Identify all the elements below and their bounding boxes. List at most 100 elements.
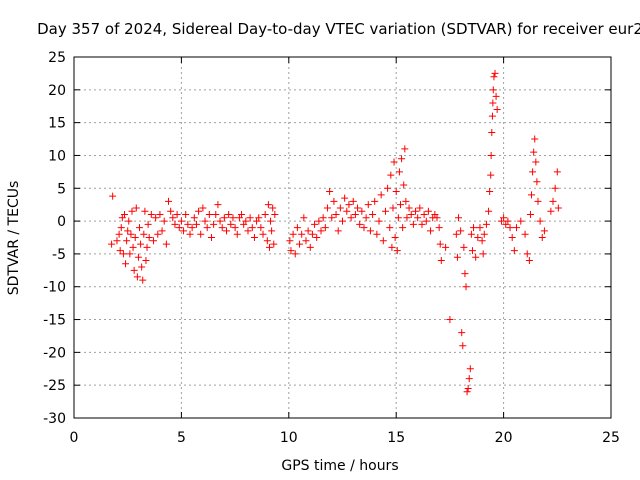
data-point (133, 273, 141, 281)
data-point (463, 388, 471, 396)
data-point (488, 112, 496, 120)
data-point (167, 207, 175, 215)
data-point (500, 214, 508, 222)
data-point (341, 194, 349, 202)
data-point (129, 243, 137, 251)
data-point (390, 158, 398, 166)
data-point (534, 197, 542, 205)
data-point (120, 211, 128, 219)
data-point (304, 227, 312, 235)
data-point (134, 253, 142, 261)
data-point (218, 224, 226, 232)
data-point (257, 224, 265, 232)
data-point (214, 201, 222, 209)
data-point (446, 316, 454, 324)
data-point (461, 270, 469, 278)
data-point (265, 243, 273, 251)
data-point (131, 234, 139, 241)
data-point (464, 384, 472, 392)
y-tick-label: -15 (43, 313, 66, 329)
data-point (127, 230, 135, 238)
data-point (317, 227, 325, 235)
data-point (268, 227, 276, 235)
data-point (328, 214, 336, 222)
x-tick-label: 0 (70, 430, 79, 446)
data-point (115, 230, 123, 238)
data-point (332, 211, 340, 219)
data-point (454, 214, 462, 222)
data-point (422, 217, 430, 225)
data-point (465, 375, 473, 383)
data-point (512, 224, 520, 232)
data-point (144, 220, 152, 228)
data-point (165, 197, 173, 205)
data-point (457, 227, 465, 235)
data-point (476, 224, 484, 232)
data-point (452, 230, 460, 238)
x-tick-label: 20 (495, 430, 513, 446)
data-point (405, 204, 413, 212)
data-point (480, 230, 488, 238)
data-point (223, 227, 231, 235)
data-point (427, 227, 435, 235)
plot-frame (73, 56, 612, 419)
data-point (141, 207, 149, 215)
data-point (177, 217, 185, 225)
data-point (424, 207, 432, 215)
data-point (517, 217, 525, 225)
data-point (311, 220, 319, 228)
data-point (358, 207, 366, 215)
data-point (130, 266, 138, 274)
data-point (468, 247, 476, 255)
y-tick-label: 25 (48, 50, 66, 66)
grid-layer (74, 57, 611, 418)
data-point (293, 224, 301, 232)
data-point (182, 211, 190, 219)
data-point (152, 214, 160, 222)
data-point (296, 240, 304, 248)
data-point (387, 171, 395, 179)
data-point (460, 243, 468, 251)
data-point (269, 204, 277, 212)
data-point (529, 168, 537, 176)
data-point (472, 253, 480, 261)
data-point (339, 217, 346, 225)
data-point (506, 224, 514, 232)
data-point (231, 224, 239, 232)
data-point (287, 247, 295, 255)
data-point (255, 214, 263, 222)
data-point (366, 227, 374, 235)
data-point (554, 204, 562, 212)
data-point (379, 237, 387, 245)
y-tick-label: -25 (43, 378, 66, 394)
data-point (227, 220, 235, 228)
data-point (356, 220, 364, 228)
data-point (401, 145, 409, 153)
data-point (244, 227, 252, 235)
data-point (377, 191, 385, 199)
data-point (195, 207, 203, 215)
data-point (184, 220, 192, 228)
data-point (392, 188, 400, 196)
data-point (207, 234, 215, 241)
data-point (369, 211, 377, 219)
data-point (116, 247, 124, 255)
data-point (140, 230, 148, 238)
data-point (470, 224, 478, 232)
data-point (420, 211, 428, 219)
data-point (489, 99, 497, 107)
data-point (188, 224, 196, 232)
data-point (553, 168, 561, 176)
data-point (149, 237, 157, 245)
data-point (540, 227, 548, 235)
data-point (381, 207, 389, 215)
data-point (259, 230, 267, 238)
data-point (117, 224, 125, 232)
data-point (459, 342, 467, 350)
data-point (300, 214, 308, 222)
data-point (536, 217, 544, 225)
data-point (467, 230, 475, 238)
x-tick-label: 5 (177, 430, 186, 446)
data-point (526, 211, 534, 219)
data-point (308, 230, 316, 238)
